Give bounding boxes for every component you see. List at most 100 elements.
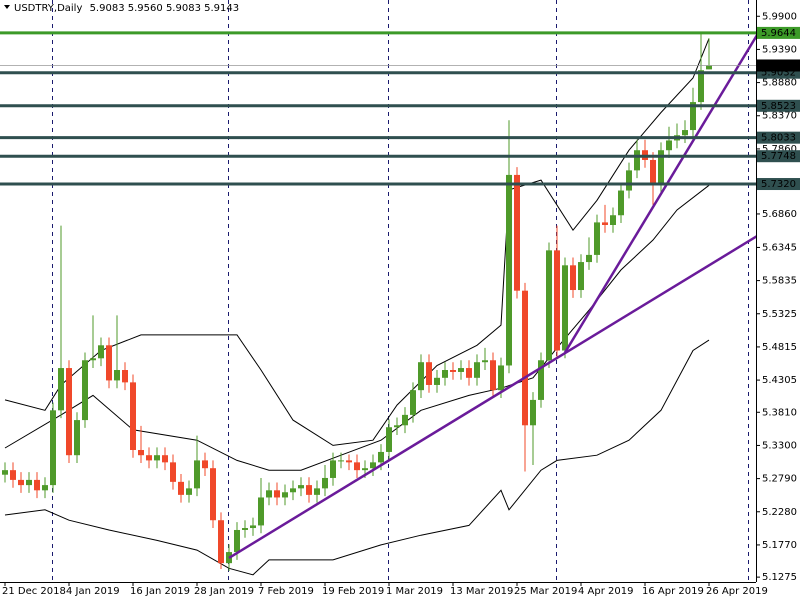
candle-body [114, 370, 120, 381]
candle-body [506, 174, 512, 366]
level-label-bg [757, 150, 800, 163]
candle-body [66, 368, 72, 456]
candle-body [658, 150, 664, 186]
candle-body [242, 528, 248, 530]
candle-body [154, 455, 160, 461]
candle-body [298, 485, 304, 489]
candle-body [146, 455, 152, 461]
candle-body [418, 362, 424, 391]
candle-body [266, 490, 272, 498]
candle-body [106, 345, 112, 381]
candle-body [626, 170, 632, 191]
candle-body [58, 368, 64, 411]
y-tick-label: 5.2790 [762, 474, 797, 485]
last-price-bg [757, 59, 800, 72]
candle-body [442, 370, 448, 378]
y-tick-label: 5.1770 [762, 540, 797, 551]
candle-body [666, 140, 672, 151]
symbol: USDTRY,Daily [14, 3, 82, 14]
candle-body [370, 462, 376, 469]
candle-body [130, 382, 136, 450]
candle-body [162, 455, 168, 463]
level-label-bg [757, 131, 800, 144]
candle-body [594, 222, 600, 255]
candle-body [50, 410, 56, 486]
candle-body [378, 451, 384, 463]
candle-body [82, 360, 88, 421]
candle-body [490, 360, 496, 391]
candle-body [698, 70, 704, 103]
y-tick-label: 5.8880 [762, 78, 797, 89]
header-icon [4, 5, 10, 9]
candle-body [570, 265, 576, 291]
y-tick-label: 5.5325 [762, 309, 797, 320]
candle-body [74, 420, 80, 456]
candle-body [10, 470, 16, 480]
candle-body [178, 481, 184, 495]
candle-body [482, 360, 488, 363]
candle-body [410, 390, 416, 415]
candle-body [42, 485, 48, 491]
ohlc-value: 5.9083 [166, 3, 201, 14]
y-tick-label: 5.2280 [762, 507, 797, 518]
candle-body [690, 102, 696, 131]
candle-body [314, 488, 320, 495]
candle-body [322, 477, 328, 489]
candle-body [458, 368, 464, 372]
x-tick-label: 19 Feb 2019 [322, 586, 384, 597]
candle-body [2, 470, 8, 475]
candle-body [706, 65, 712, 70]
candle-body [450, 370, 456, 372]
y-tick-label: 5.8370 [762, 111, 797, 122]
y-tick-label: 5.9900 [762, 11, 797, 22]
candle-body [218, 520, 224, 564]
y-tick-label: 5.6345 [762, 242, 797, 253]
candle-body [26, 479, 32, 486]
x-tick-label: 7 Feb 2019 [258, 586, 314, 597]
trend-line [228, 235, 756, 559]
candle-body [210, 468, 216, 521]
candle-body [578, 262, 584, 291]
y-tick-label: 5.3810 [762, 407, 797, 418]
x-tick-label: 4 Jan 2019 [66, 586, 120, 597]
candle-body [34, 479, 40, 491]
level-label: 5.9644 [761, 28, 796, 39]
candle-body [474, 362, 480, 378]
header: USDTRY,Daily 5.9083 5.9560 5.9083 5.9143 [4, 3, 239, 14]
y-tick-label: 5.1275 [762, 572, 797, 583]
level-label: 5.7320 [761, 179, 796, 190]
candle-body [386, 427, 392, 452]
y-tick-label: 5.9390 [762, 44, 797, 55]
candle-body [354, 462, 360, 471]
candle-body [562, 265, 568, 351]
candle-body [514, 174, 520, 291]
candle-body [194, 460, 200, 489]
level-label: 5.9032 [761, 68, 796, 79]
candle-body [522, 290, 528, 426]
band-line [4, 184, 710, 471]
x-tick-label: 1 Mar 2019 [386, 586, 443, 597]
level-label: 5.8523 [761, 101, 796, 112]
candle-body [274, 490, 280, 498]
candle-body [258, 497, 264, 526]
candle-body [682, 130, 688, 136]
x-tick-label: 26 Apr 2019 [706, 586, 768, 597]
level-label-bg [757, 26, 800, 39]
candle-body [602, 222, 608, 225]
ohlc-value: 5.9143 [204, 3, 239, 14]
candle-body [362, 468, 368, 471]
x-tick-label: 16 Jan 2019 [130, 586, 190, 597]
candle-body [250, 525, 256, 529]
level-label-bg [757, 99, 800, 112]
candle-body [466, 368, 472, 378]
x-tick-label: 13 Mar 2019 [450, 586, 513, 597]
candle-body [234, 529, 240, 553]
x-tick-label: 4 Apr 2019 [578, 586, 633, 597]
last-price-label: 5.9143 [761, 60, 796, 71]
y-tick-label: 5.4815 [762, 342, 797, 353]
y-tick-label: 5.4305 [762, 375, 797, 386]
candle-body [586, 254, 592, 263]
candle-body [122, 370, 128, 383]
y-tick-label: 5.3300 [762, 440, 797, 451]
